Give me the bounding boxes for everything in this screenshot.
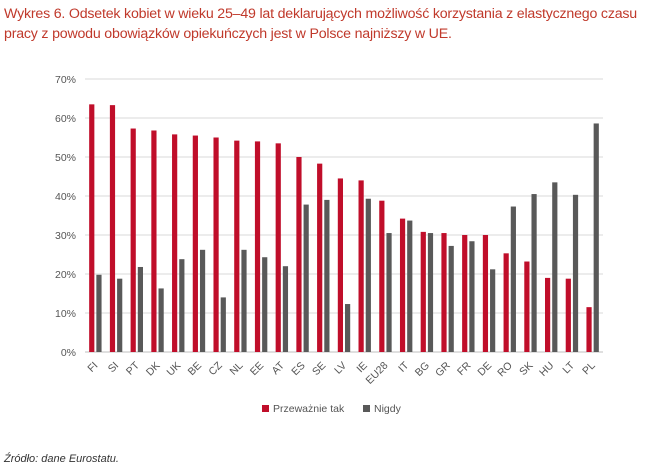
bar-nigdy-SK — [531, 194, 537, 352]
bar-przewaznie-tak-HU — [545, 277, 551, 352]
bar-przewaznie-tak-FR — [462, 235, 468, 352]
chart-title-line-1: Wykres 6. Odsetek kobiet w wieku 25–49 l… — [4, 6, 637, 22]
bar-nigdy-BE — [199, 249, 206, 352]
bar-nigdy-SI — [117, 278, 123, 352]
bar-przewaznie-tak-SI — [109, 105, 116, 352]
bar-przewaznie-tak-LT — [565, 278, 571, 352]
y-tick-label: 40% — [55, 191, 76, 203]
bar-nigdy-LV — [345, 304, 351, 352]
y-tick-label: 0% — [61, 347, 76, 359]
bar-nigdy-RO — [510, 206, 516, 352]
bar-przewaznie-tak-UK — [172, 134, 178, 352]
bar-przewaznie-tak-AT — [275, 143, 281, 352]
bar-nigdy-PT — [137, 266, 143, 352]
x-tick-label: GR — [433, 359, 453, 379]
x-tick-label: FR — [455, 359, 474, 378]
bar-przewaznie-tak-EU28 — [379, 200, 385, 352]
bar-przewaznie-tak-GR — [441, 233, 447, 352]
x-tick-label: PL — [580, 360, 598, 378]
x-tick-label: FI — [85, 360, 100, 375]
x-tick-label: NL — [228, 360, 246, 378]
x-tick-label: BE — [186, 360, 204, 378]
bar-przewaznie-tak-BG — [420, 231, 426, 352]
bar-przewaznie-tak-NL — [234, 140, 240, 352]
bar-nigdy-IT — [407, 220, 413, 352]
chart-title-line-2: pracy z powodu obowiązków opiekuńczych j… — [4, 26, 452, 42]
y-tick-label: 30% — [55, 230, 76, 242]
bar-nigdy-FR — [469, 241, 475, 352]
bar-przewaznie-tak-BE — [192, 135, 198, 352]
bar-nigdy-DK — [158, 288, 164, 352]
bar-przewaznie-tak-CZ — [213, 137, 219, 352]
bar-przewaznie-tak-RO — [503, 253, 509, 352]
legend-swatch-przewaznie-tak — [262, 405, 269, 412]
bar-nigdy-BG — [427, 233, 434, 352]
x-tick-label: LT — [560, 359, 577, 376]
y-tick-label: 20% — [55, 269, 76, 281]
bar-nigdy-HU — [552, 182, 558, 352]
bar-przewaznie-tak-IT — [399, 218, 406, 352]
x-tick-label: DK — [144, 360, 163, 379]
y-tick-label: 50% — [55, 152, 76, 164]
y-axis: 0% 10% 20% 30% 40% 50% 60% 70% — [55, 74, 76, 359]
bar-przewaznie-tak-DK — [151, 130, 157, 352]
bar-nigdy-EU28 — [386, 233, 392, 352]
chart-title: Wykres 6. Odsetek kobiet w wieku 25–49 l… — [4, 4, 652, 44]
bar-nigdy-PL — [593, 123, 599, 353]
bar-przewaznie-tak-SE — [317, 163, 323, 352]
bar-przewaznie-tak-PT — [130, 128, 136, 352]
y-tick-label: 60% — [55, 113, 76, 125]
x-tick-label: SK — [517, 360, 535, 378]
bar-nigdy-UK — [179, 259, 185, 352]
bar-nigdy-LT — [572, 194, 579, 352]
x-tick-label: IT — [396, 359, 411, 374]
bar-nigdy-GR — [448, 245, 454, 352]
x-tick-label: EU28 — [364, 360, 391, 387]
bar-nigdy-AT — [282, 266, 289, 352]
bar-nigdy-SE — [324, 199, 330, 352]
bar-przewaznie-tak-IE — [358, 180, 364, 352]
x-tick-label: RO — [495, 360, 515, 380]
bars — [89, 104, 599, 353]
legend-label-przewaznie-tak: Przeważnie tak — [273, 403, 345, 415]
legend-swatch-nigdy — [363, 405, 370, 412]
bar-przewaznie-tak-SK — [524, 261, 530, 352]
legend-label-nigdy: Nigdy — [374, 403, 402, 415]
bar-nigdy-IE — [365, 198, 371, 352]
bar-nigdy-DE — [490, 269, 496, 352]
y-tick-label: 10% — [55, 308, 76, 320]
x-tick-label: PT — [124, 359, 142, 377]
bar-przewaznie-tak-DE — [482, 235, 489, 352]
x-tick-label: CZ — [206, 359, 225, 378]
gridlines — [85, 78, 603, 353]
x-tick-label: UK — [165, 360, 184, 379]
x-tick-label: SE — [310, 360, 328, 378]
bar-nigdy-EE — [262, 257, 268, 352]
x-tick-label: LV — [332, 360, 349, 377]
bar-nigdy-ES — [303, 204, 309, 352]
bar-nigdy-NL — [241, 249, 247, 352]
x-tick-label: HU — [537, 360, 556, 379]
bar-nigdy-CZ — [220, 297, 226, 352]
x-tick-label: DE — [475, 360, 494, 379]
legend: Przeważnie tak Nigdy — [262, 403, 402, 415]
x-tick-label: ES — [289, 360, 307, 378]
bar-przewaznie-tak-FI — [89, 104, 95, 352]
bar-przewaznie-tak-LV — [337, 178, 343, 352]
x-tick-label: AT — [270, 359, 288, 377]
x-tick-label: SI — [106, 360, 122, 376]
bar-przewaznie-tak-EE — [254, 141, 261, 352]
x-tick-label: EE — [248, 360, 266, 378]
source-note: Źródło: dane Eurostatu. — [4, 453, 119, 465]
x-tick-label: BG — [413, 360, 432, 379]
bar-przewaznie-tak-PL — [586, 307, 592, 352]
bar-nigdy-FI — [96, 274, 102, 352]
y-tick-label: 70% — [55, 74, 76, 86]
bar-przewaznie-tak-ES — [296, 157, 302, 352]
